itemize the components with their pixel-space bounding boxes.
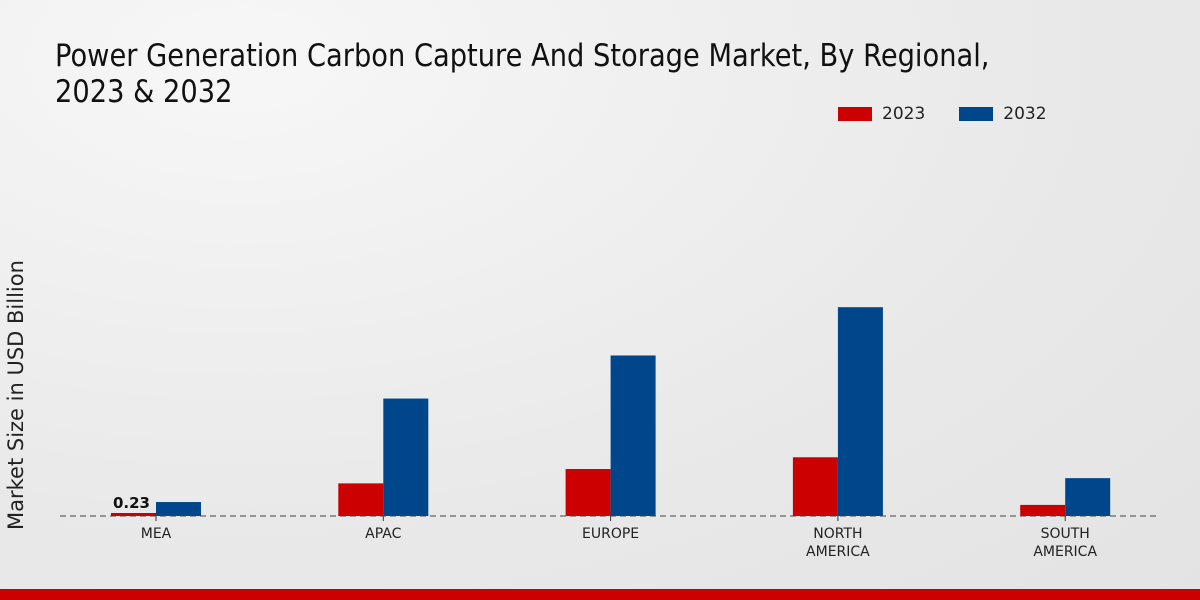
bar-2023-europe: [565, 469, 611, 516]
x-tick-label-line: APAC: [365, 526, 401, 542]
x-tick-label-line: EUROPE: [582, 526, 639, 542]
legend: 2023 2032: [838, 104, 1047, 124]
x-tick-label: APAC: [365, 526, 401, 542]
bar-2023-south-america: [1020, 504, 1066, 516]
x-tick-label-line: SOUTH: [1041, 526, 1090, 542]
chart-title: Power Generation Carbon Capture And Stor…: [55, 38, 990, 110]
data-label: 0.23: [113, 494, 150, 512]
bar-2023-mea: [111, 512, 156, 516]
x-tick-label-line: AMERICA: [806, 544, 870, 560]
legend-swatch-2032: [959, 107, 994, 121]
bar-2032-europe: [610, 355, 656, 516]
legend-label-2023: 2023: [882, 104, 926, 124]
legend-item-2023: 2023: [838, 104, 925, 124]
x-tick-label-line: NORTH: [813, 526, 862, 542]
x-tick-label: MEA: [141, 526, 172, 542]
bottom-accent-bar: [0, 589, 1200, 600]
bar-2032-mea: [156, 502, 201, 516]
x-tick-label: SOUTH AMERICA: [1033, 526, 1097, 560]
legend-item-2032: 2032: [959, 104, 1047, 124]
x-tick-label: EUROPE: [582, 526, 639, 542]
legend-swatch-2023: [838, 107, 872, 121]
bar-2032-north-america: [837, 307, 883, 516]
legend-label-2032: 2032: [1003, 104, 1047, 124]
x-tick-label-line: AMERICA: [1033, 544, 1097, 560]
x-tick-label: NORTH AMERICA: [806, 526, 870, 560]
bar-2023-apac: [338, 483, 384, 516]
bar-2023-north-america: [792, 457, 838, 516]
bar-2032-apac: [383, 398, 429, 516]
bar-2032-south-america: [1065, 478, 1111, 516]
x-tick-label-line: MEA: [141, 526, 172, 542]
